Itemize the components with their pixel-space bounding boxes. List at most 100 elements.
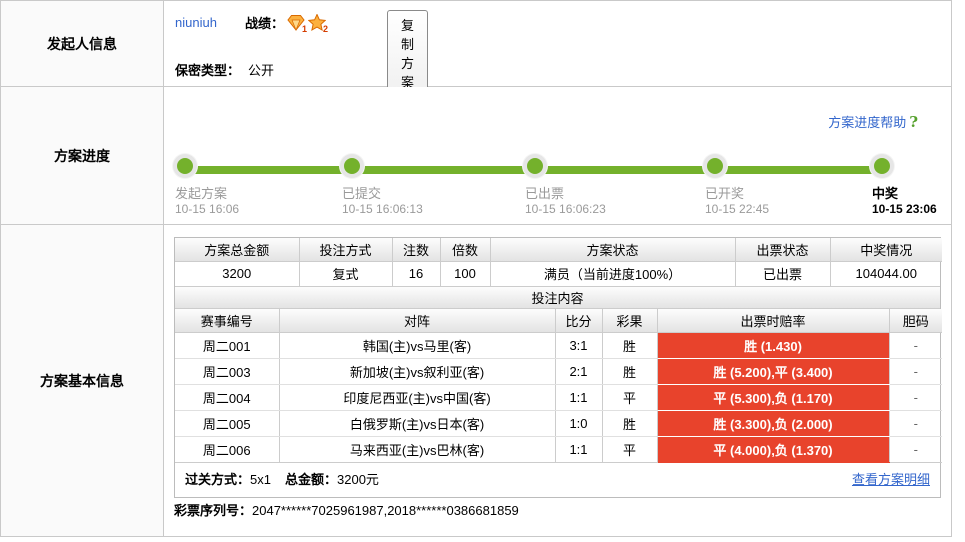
progress-step: 已出票 10-15 16:06:23 <box>525 186 606 217</box>
progress-timeline: 发起方案 10-15 16:06 已提交 10-15 16:06:13 已出票 … <box>164 87 951 224</box>
multiple-header: 倍数 <box>439 238 490 262</box>
initiator-section-label: 发起人信息 <box>1 1 164 86</box>
initiator-section: 发起人信息 niuniuh 战绩： 1 2 复制方 <box>1 1 951 134</box>
result-cell: 胜 <box>601 332 657 359</box>
dan-cell: - <box>888 332 942 359</box>
progress-step-label: 发起方案 <box>175 186 228 201</box>
dan-header: 胆码 <box>888 309 942 333</box>
plan-status-value: 满员（当前进度100%） <box>489 261 735 286</box>
progress-step-time: 10-15 16:06:13 <box>342 202 423 216</box>
total-amount-text: 3200元 <box>337 471 379 487</box>
result-header: 彩果 <box>601 309 657 333</box>
diamond-count: 1 <box>301 24 307 34</box>
win-status-header: 中奖情况 <box>829 238 942 262</box>
summary-value-row: 3200 复式 16 100 满员（当前进度100%） 已出票 104044.0… <box>175 261 942 286</box>
matchup-cell: 新加坡(主)vs叙利亚(客) <box>278 358 555 385</box>
bet-row: 周二001 韩国(主)vs马里(客) 3:1 胜 胜 (1.430) - <box>175 332 942 359</box>
odds-cell: 平 (4.000),负 (1.370) <box>656 436 889 463</box>
matchup-cell: 白俄罗斯(主)vs日本(客) <box>278 410 555 437</box>
result-cell: 平 <box>601 436 657 463</box>
score-cell: 2:1 <box>554 358 602 385</box>
win-amount-value: 104044.00 <box>829 261 942 286</box>
star-count: 2 <box>322 24 328 34</box>
bet-header-row: 赛事编号 对阵 比分 彩果 出票时赔率 胆码 <box>175 309 942 333</box>
multiple-value: 100 <box>439 261 490 286</box>
ticket-serial-label: 彩票序列号： <box>174 503 253 518</box>
plan-info-table: 方案总金额 投注方式 注数 倍数 方案状态 出票状态 中奖情况 3200 复式 … <box>174 237 942 498</box>
progress-step-current: 中奖 10-15 23:06 <box>872 186 937 217</box>
result-cell: 胜 <box>601 358 657 385</box>
score-cell: 1:0 <box>554 410 602 437</box>
bet-row: 周二003 新加坡(主)vs叙利亚(客) 2:1 胜 胜 (5.200),平 (… <box>175 358 942 385</box>
ticket-status-header: 出票状态 <box>734 238 830 262</box>
plan-detail-panel: 发起人信息 niuniuh 战绩： 1 2 复制方 <box>0 0 952 537</box>
progress-step-time: 10-15 16:06 <box>175 202 240 216</box>
progress-help-link[interactable]: 方案进度帮助? <box>828 112 918 131</box>
odds-header: 出票时赔率 <box>656 309 889 333</box>
pass-mode-text: 过关方式：5x1 总金额：3200元 <box>185 463 379 497</box>
bet-method-header: 投注方式 <box>298 238 392 262</box>
odds-cell: 胜 (1.430) <box>656 332 889 359</box>
match-no-cell: 周二006 <box>175 436 279 463</box>
progress-section: 方案进度 方案进度帮助? 发起方案 10-15 16:06 已提交 10-15 … <box>1 87 951 225</box>
bet-row: 周二004 印度尼西亚(主)vs中国(客) 1:1 平 平 (5.300),负 … <box>175 384 942 411</box>
plan-info-section: 方案基本信息 方案总金额 投注方式 注数 倍数 方案状态 出票状态 中 <box>1 225 951 536</box>
progress-step-time: 10-15 22:45 <box>705 202 770 216</box>
score-cell: 3:1 <box>554 332 602 359</box>
total-amount-label: 总金额： <box>284 471 337 487</box>
view-plan-detail-link[interactable]: 查看方案明细 <box>851 471 930 487</box>
score-cell: 1:1 <box>554 384 602 411</box>
plan-status-header: 方案状态 <box>489 238 735 262</box>
matchup-header: 对阵 <box>278 309 555 333</box>
bet-row: 周二005 白俄罗斯(主)vs日本(客) 1:0 胜 胜 (3.300),负 (… <box>175 410 942 437</box>
total-amount-value: 3200 <box>222 266 252 282</box>
dan-cell: - <box>888 410 942 437</box>
result-cell: 胜 <box>601 410 657 437</box>
ticket-serial-value: 2047******7025961987,2018******038668185… <box>252 503 519 518</box>
dan-cell: - <box>888 358 942 385</box>
pass-mode-label: 过关方式： <box>185 471 251 487</box>
bet-table: 赛事编号 对阵 比分 彩果 出票时赔率 胆码 周二001 韩国(主)vs马里(客… <box>175 309 942 463</box>
ticket-serial-row: 彩票序列号：2047******7025961987,2018******038… <box>174 500 519 519</box>
progress-node <box>703 154 727 178</box>
username-link[interactable]: niuniuh <box>175 15 217 30</box>
progress-step-time: 10-15 23:06 <box>872 202 937 216</box>
summary-header-row: 方案总金额 投注方式 注数 倍数 方案状态 出票状态 中奖情况 <box>175 238 942 262</box>
pass-mode-value: 5x1 <box>250 471 271 487</box>
match-no-header: 赛事编号 <box>175 309 279 333</box>
match-no-cell: 周二003 <box>175 358 279 385</box>
progress-step-time: 10-15 16:06:23 <box>525 202 606 216</box>
odds-cell: 胜 (5.200),平 (3.400) <box>656 358 889 385</box>
match-no-cell: 周二005 <box>175 410 279 437</box>
matchup-cell: 韩国(主)vs马里(客) <box>278 332 555 359</box>
progress-node <box>523 154 547 178</box>
odds-cell: 胜 (3.300),负 (2.000) <box>656 410 889 437</box>
score-cell: 1:1 <box>554 436 602 463</box>
progress-node <box>340 154 364 178</box>
result-cell: 平 <box>601 384 657 411</box>
privacy-type-value: 公开 <box>248 63 275 78</box>
dan-cell: - <box>888 436 942 463</box>
match-no-cell: 周二004 <box>175 384 279 411</box>
matchup-cell: 马来西亚(主)vs巴林(客) <box>278 436 555 463</box>
ticket-status-value: 已出票 <box>734 261 830 286</box>
plan-summary-table: 方案总金额 投注方式 注数 倍数 方案状态 出票状态 中奖情况 3200 复式 … <box>175 238 942 286</box>
plan-info-section-label: 方案基本信息 <box>1 225 164 536</box>
dan-cell: - <box>888 384 942 411</box>
odds-cell: 平 (5.300),负 (1.170) <box>656 384 889 411</box>
privacy-type-label: 保密类型： <box>175 63 241 78</box>
progress-node <box>870 154 894 178</box>
progress-step-label: 已提交 <box>342 186 382 201</box>
progress-step-label: 中奖 <box>872 186 899 201</box>
progress-step: 已开奖 10-15 22:45 <box>705 186 770 217</box>
bet-content-band: 投注内容 <box>175 286 940 309</box>
progress-step-label: 已开奖 <box>705 186 745 201</box>
question-mark-icon[interactable]: ? <box>909 113 918 131</box>
bet-row: 周二006 马来西亚(主)vs巴林(客) 1:1 平 平 (4.000),负 (… <box>175 436 942 463</box>
total-amount-header: 方案总金额 <box>175 238 299 262</box>
stake-count-header: 注数 <box>391 238 440 262</box>
star-icon: 2 <box>307 14 328 34</box>
score-header: 比分 <box>554 309 602 333</box>
progress-step-label: 已出票 <box>525 186 565 201</box>
progress-help-link-text: 方案进度帮助 <box>828 115 907 130</box>
